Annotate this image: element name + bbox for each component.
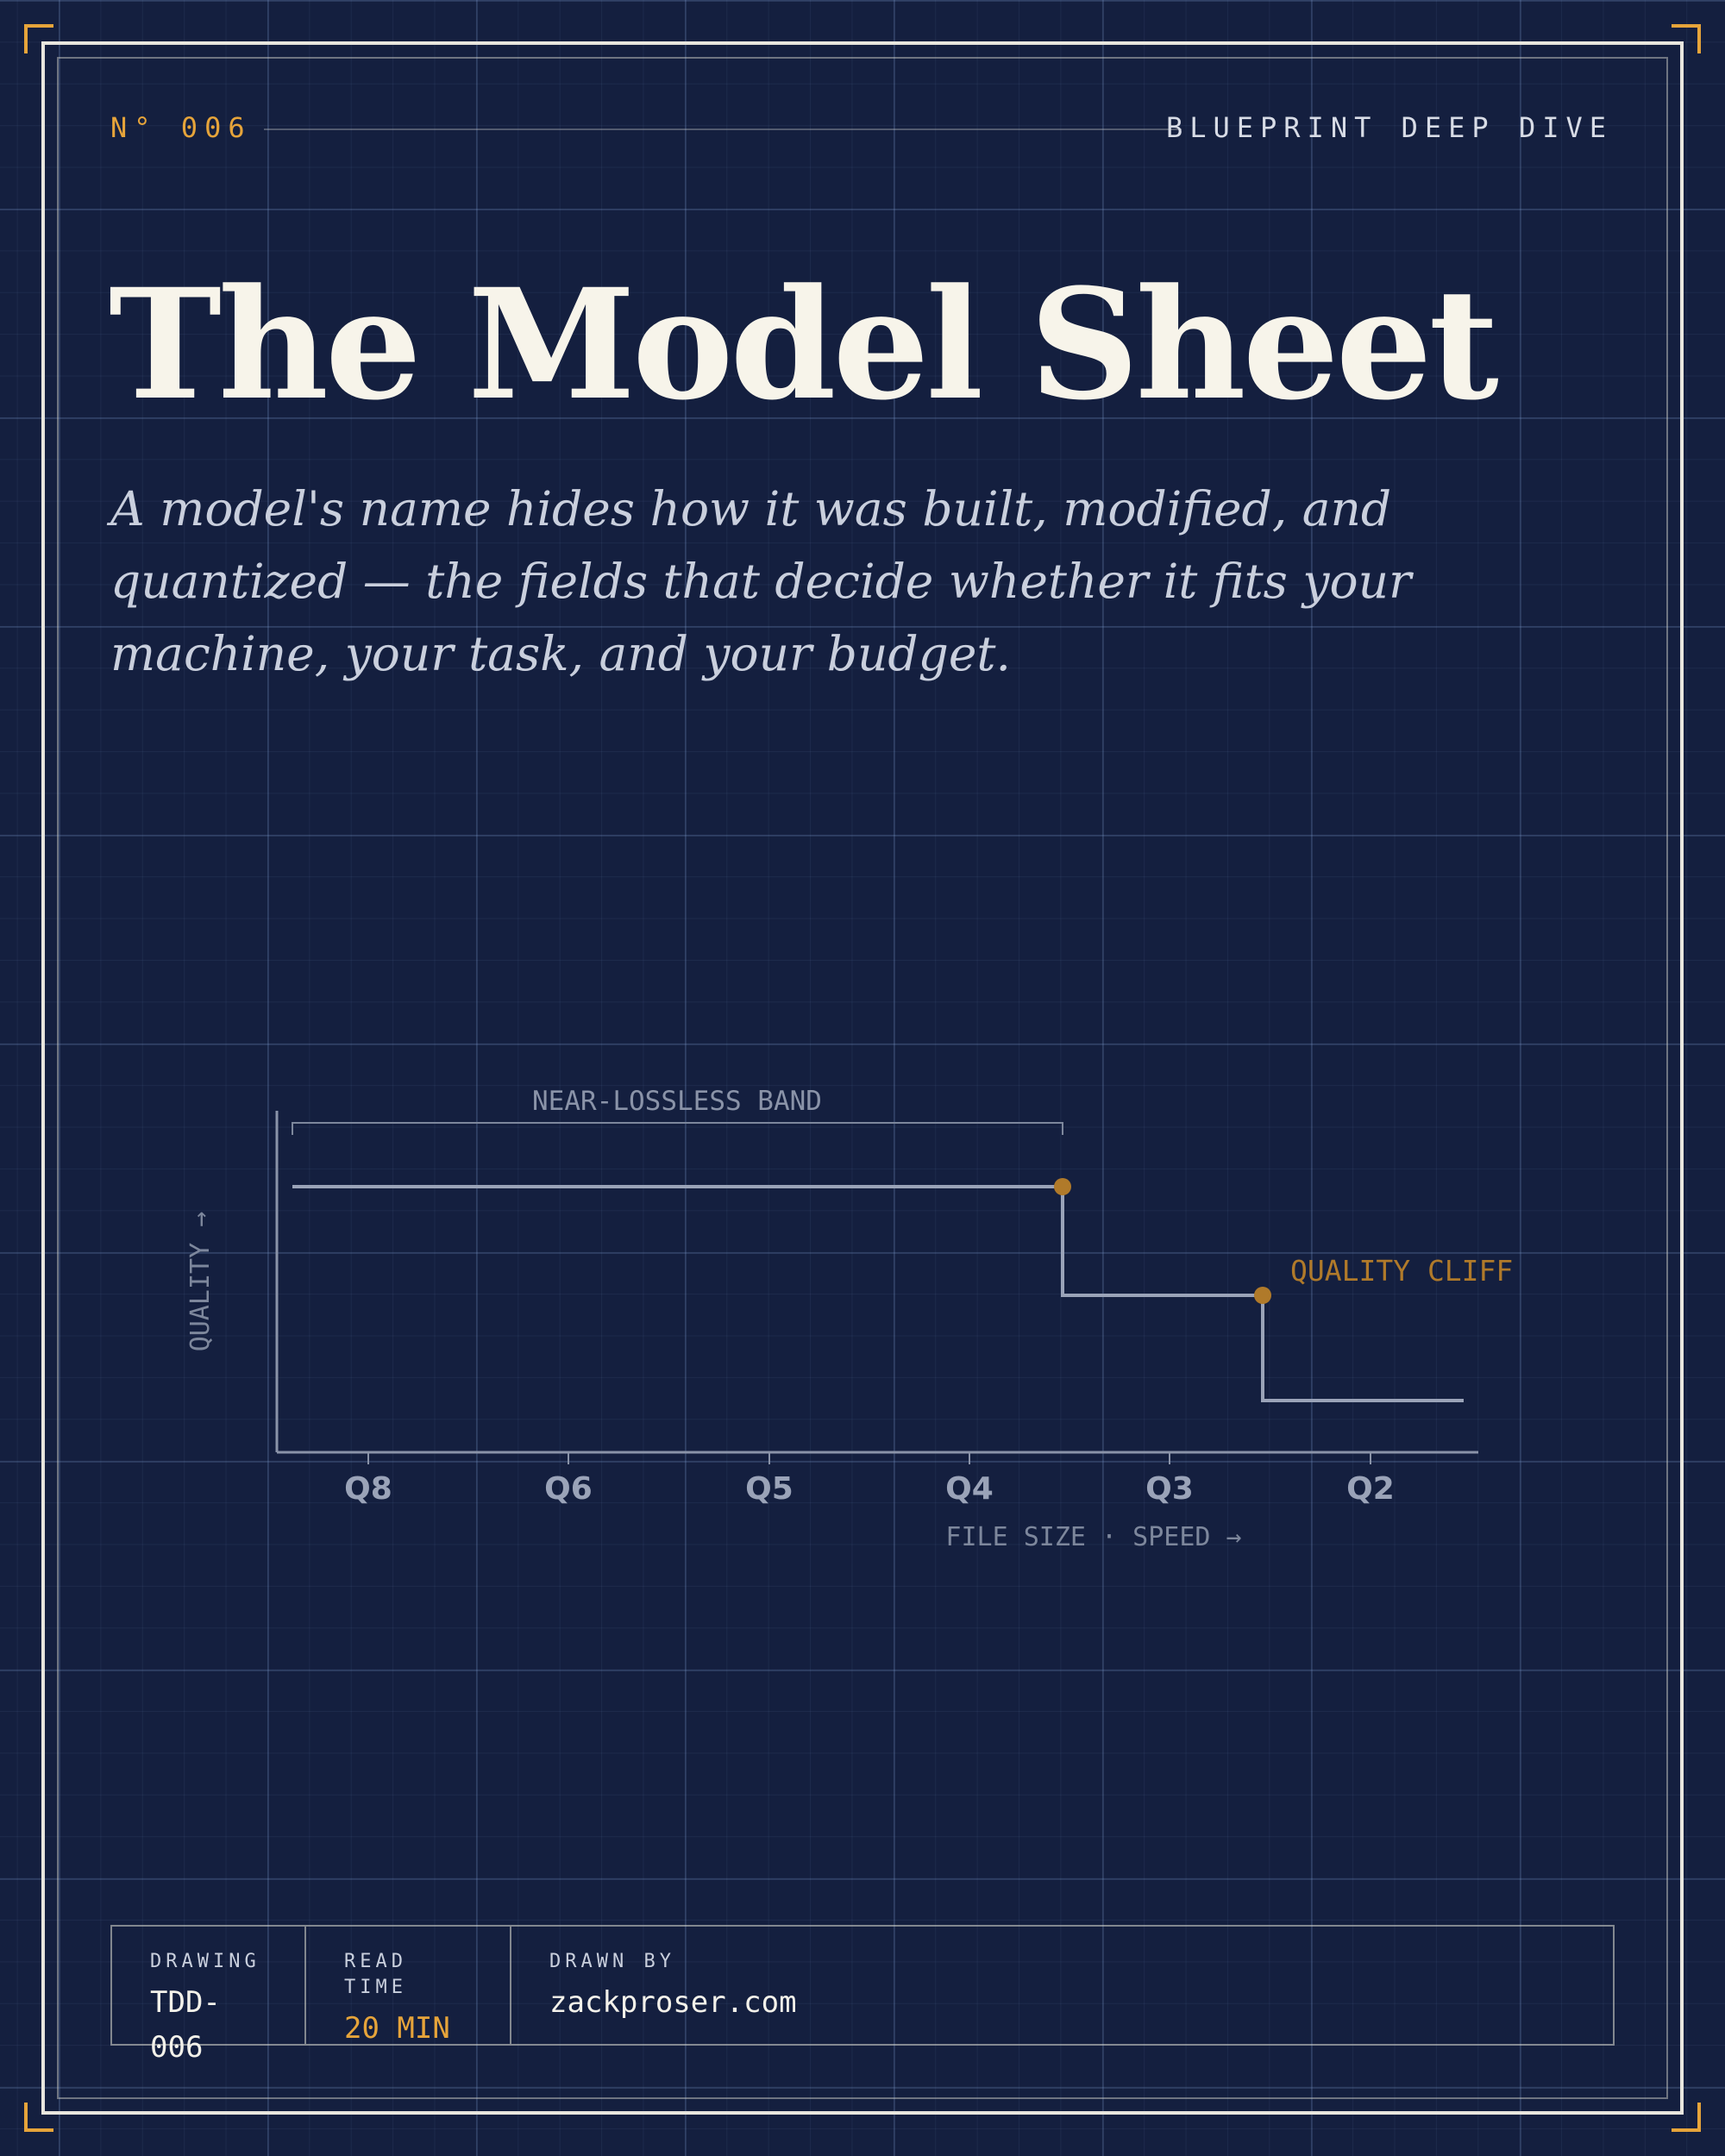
tick-label-q2: Q2 [1346, 1471, 1395, 1507]
page-subtitle: A model's name hides how it was built, m… [110, 481, 1412, 681]
corner-mark-bottom-right [1672, 2103, 1701, 2132]
drawn-by-label: DRAWN BY [549, 1951, 675, 1972]
quality-step-line [292, 1185, 1464, 1402]
drawing-value: TDD-006 [150, 1985, 221, 2065]
issue-number: N° 006 [110, 111, 252, 144]
band-label: NEAR-LOSSLESS BAND [532, 1086, 822, 1117]
outer-frame [41, 41, 1684, 2115]
tick-label-q4: Q4 [945, 1471, 994, 1507]
inner-frame [57, 57, 1668, 2099]
knee-point [1054, 1178, 1071, 1195]
cliff-label: QUALITY CLIFF [1290, 1254, 1513, 1288]
corner-mark-bottom-left [24, 2103, 53, 2132]
drawing-cell: DRAWING TDD-006 [112, 1927, 306, 2065]
tick-label-q3: Q3 [1145, 1471, 1194, 1507]
corner-mark-top-left [24, 24, 53, 53]
tick-label-q6: Q6 [544, 1471, 593, 1507]
title-block: DRAWING TDD-006 READ TIME 20 MIN DRAWN B… [110, 1925, 1615, 2065]
read-time-value: 20 MIN [344, 2011, 450, 2046]
page-title: The Model Sheet [109, 255, 1499, 434]
tick-label-q5: Q5 [745, 1471, 794, 1507]
read-time-cell: READ TIME 20 MIN [306, 1927, 511, 2046]
drawn-by-value: zackproser.com [549, 1985, 797, 2020]
tick-label-q8: Q8 [344, 1471, 392, 1507]
header-rule [264, 128, 1182, 130]
y-axis-label: QUALITY → [185, 1212, 216, 1352]
band-bracket [292, 1122, 1063, 1135]
read-time-label: READ TIME [344, 1951, 407, 1998]
cliff-point [1254, 1287, 1271, 1304]
corner-mark-top-right [1672, 24, 1701, 53]
drawn-by-cell: DRAWN BY zackproser.com [511, 1927, 1613, 2044]
x-axis-label: FILE SIZE · SPEED → [945, 1522, 1241, 1552]
drawing-label: DRAWING [150, 1951, 260, 1972]
series-label: BLUEPRINT DEEP DIVE [1165, 111, 1613, 144]
